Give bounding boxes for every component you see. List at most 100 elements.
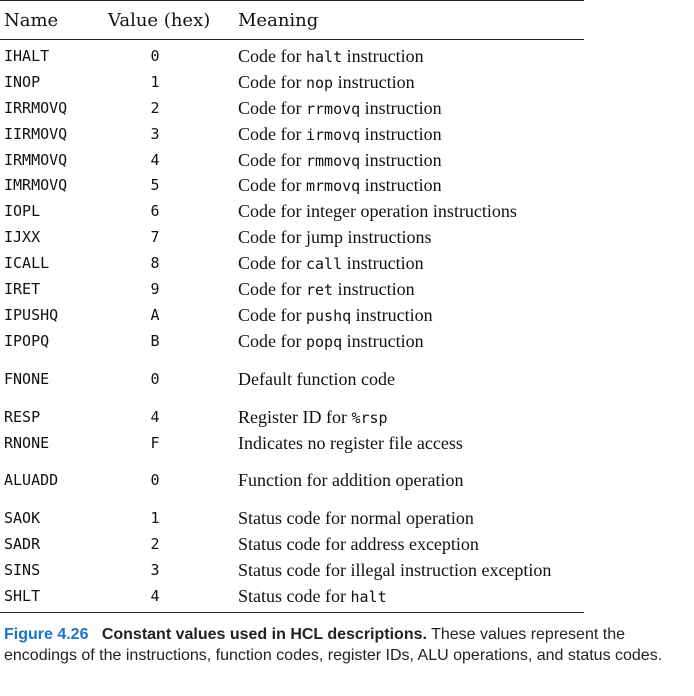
constant-meaning: Code for call instruction bbox=[238, 251, 424, 276]
table-row: IPOPQ B Code for popq instruction bbox=[0, 329, 600, 353]
constant-name: SINS bbox=[4, 561, 41, 579]
meaning-text: Indicates no register file access bbox=[238, 433, 463, 453]
constant-meaning: Status code for halt bbox=[238, 584, 387, 609]
meaning-text: Default function code bbox=[238, 369, 395, 389]
constant-name: RESP bbox=[4, 408, 41, 426]
meaning-text: Status code for bbox=[238, 586, 351, 606]
constant-value: 5 bbox=[150, 176, 160, 194]
table-row: IIRMOVQ 3 Code for irmovq instruction bbox=[0, 122, 600, 146]
meaning-text: Register ID for bbox=[238, 407, 352, 427]
meaning-text: Code for bbox=[238, 124, 306, 144]
constant-name: ICALL bbox=[4, 254, 50, 272]
constant-meaning: Function for addition operation bbox=[238, 468, 463, 492]
constant-value: 4 bbox=[150, 587, 160, 605]
constant-value: A bbox=[150, 306, 160, 324]
meaning-code: nop bbox=[305, 74, 334, 92]
constant-value: 1 bbox=[150, 73, 160, 91]
constant-name: SAOK bbox=[4, 509, 41, 527]
constant-meaning: Code for irmovq instruction bbox=[238, 122, 442, 147]
constant-value: 8 bbox=[150, 254, 160, 272]
meaning-text-suffix: instruction bbox=[351, 305, 433, 325]
table-row: SADR 2 Status code for address exception bbox=[0, 532, 600, 556]
meaning-text: Code for bbox=[238, 175, 306, 195]
table-row: ICALL 8 Code for call instruction bbox=[0, 251, 600, 275]
constant-name: IHALT bbox=[4, 47, 50, 65]
meaning-text: Code for integer operation instructions bbox=[238, 201, 517, 221]
constant-value: 0 bbox=[150, 370, 160, 388]
meaning-text: Status code for address exception bbox=[238, 534, 479, 554]
constant-name: FNONE bbox=[4, 370, 50, 388]
meaning-text: Status code for illegal instruction exce… bbox=[238, 560, 552, 580]
figure-caption: Figure 4.26 Constant values used in HCL … bbox=[4, 624, 690, 666]
meaning-text: Code for bbox=[238, 150, 306, 170]
constant-meaning: Register ID for %rsp bbox=[238, 405, 388, 430]
constant-value: 6 bbox=[150, 202, 160, 220]
constant-name: SADR bbox=[4, 535, 41, 553]
constant-value: 0 bbox=[150, 47, 160, 65]
constant-meaning: Code for pushq instruction bbox=[238, 303, 433, 328]
constant-meaning: Indicates no register file access bbox=[238, 431, 463, 455]
table-row: SAOK 1 Status code for normal operation bbox=[0, 506, 600, 530]
meaning-text-suffix: instruction bbox=[342, 331, 424, 351]
table-row: SINS 3 Status code for illegal instruction… bbox=[0, 558, 600, 582]
meaning-text-suffix: instruction bbox=[342, 253, 424, 273]
meaning-text: Code for bbox=[238, 279, 306, 299]
constant-meaning: Code for popq instruction bbox=[238, 329, 424, 354]
header-name: Name bbox=[4, 10, 59, 31]
constant-value: F bbox=[150, 434, 160, 452]
meaning-text-suffix: instruction bbox=[342, 46, 424, 66]
table-row: IJXX 7 Code for jump instructions bbox=[0, 225, 600, 249]
constant-meaning: Status code for address exception bbox=[238, 532, 479, 556]
meaning-text: Code for bbox=[238, 253, 306, 273]
constant-name: IPOPQ bbox=[4, 332, 50, 350]
constant-value: 4 bbox=[150, 151, 160, 169]
constant-value: 7 bbox=[150, 228, 160, 246]
constant-value: 2 bbox=[150, 535, 160, 553]
meaning-code: pushq bbox=[305, 307, 352, 325]
caption-body: These values represent the encodings of … bbox=[4, 626, 663, 664]
constant-value: 3 bbox=[150, 561, 160, 579]
table-row: IPUSHQ A Code for pushq instruction bbox=[0, 303, 600, 327]
constant-name: RNONE bbox=[4, 434, 50, 452]
constant-name: INOP bbox=[4, 73, 41, 91]
meaning-text: Code for bbox=[238, 72, 306, 92]
meaning-text-suffix: instruction bbox=[360, 175, 442, 195]
table-row: IRET 9 Code for ret instruction bbox=[0, 277, 600, 301]
constant-name: SHLT bbox=[4, 587, 41, 605]
constant-name: ALUADD bbox=[4, 471, 59, 489]
caption-title: Constant values used in HCL descriptions… bbox=[101, 626, 427, 643]
constant-meaning: Code for rrmovq instruction bbox=[238, 96, 442, 121]
table-row: ALUADD 0 Function for addition operation bbox=[0, 468, 600, 492]
constant-name: IOPL bbox=[4, 202, 41, 220]
header-value: Value (hex) bbox=[108, 10, 211, 31]
constant-value: 1 bbox=[150, 509, 160, 527]
meaning-code: halt bbox=[305, 48, 343, 66]
constant-meaning: Code for jump instructions bbox=[238, 225, 431, 249]
meaning-code: popq bbox=[305, 333, 343, 351]
meaning-code: mrmovq bbox=[305, 177, 361, 195]
table-row: IHALT 0 Code for halt instruction bbox=[0, 44, 600, 68]
meaning-text-suffix: instruction bbox=[360, 150, 442, 170]
constant-name: IRRMOVQ bbox=[4, 99, 68, 117]
header-meaning: Meaning bbox=[238, 10, 319, 31]
constant-value: 4 bbox=[150, 408, 160, 426]
constant-meaning: Code for halt instruction bbox=[238, 44, 424, 69]
meaning-text: Code for bbox=[238, 46, 306, 66]
meaning-text-suffix: instruction bbox=[360, 124, 442, 144]
meaning-code: irmovq bbox=[305, 126, 361, 144]
constant-value: 0 bbox=[150, 471, 160, 489]
constant-value: 2 bbox=[150, 99, 160, 117]
figure-label: Figure 4.26 bbox=[4, 626, 89, 643]
meaning-code: ret bbox=[305, 281, 334, 299]
table-row: INOP 1 Code for nop instruction bbox=[0, 70, 600, 94]
meaning-text-suffix: instruction bbox=[360, 98, 442, 118]
table-row: SHLT 4 Status code for halt bbox=[0, 584, 600, 608]
constant-name: IIRMOVQ bbox=[4, 125, 68, 143]
constant-meaning: Status code for normal operation bbox=[238, 506, 474, 530]
meaning-text: Code for bbox=[238, 305, 306, 325]
table-bottom-rule bbox=[0, 612, 584, 613]
meaning-code: rrmovq bbox=[305, 100, 361, 118]
table-row: RESP 4 Register ID for %rsp bbox=[0, 405, 600, 429]
meaning-code: call bbox=[305, 255, 343, 273]
